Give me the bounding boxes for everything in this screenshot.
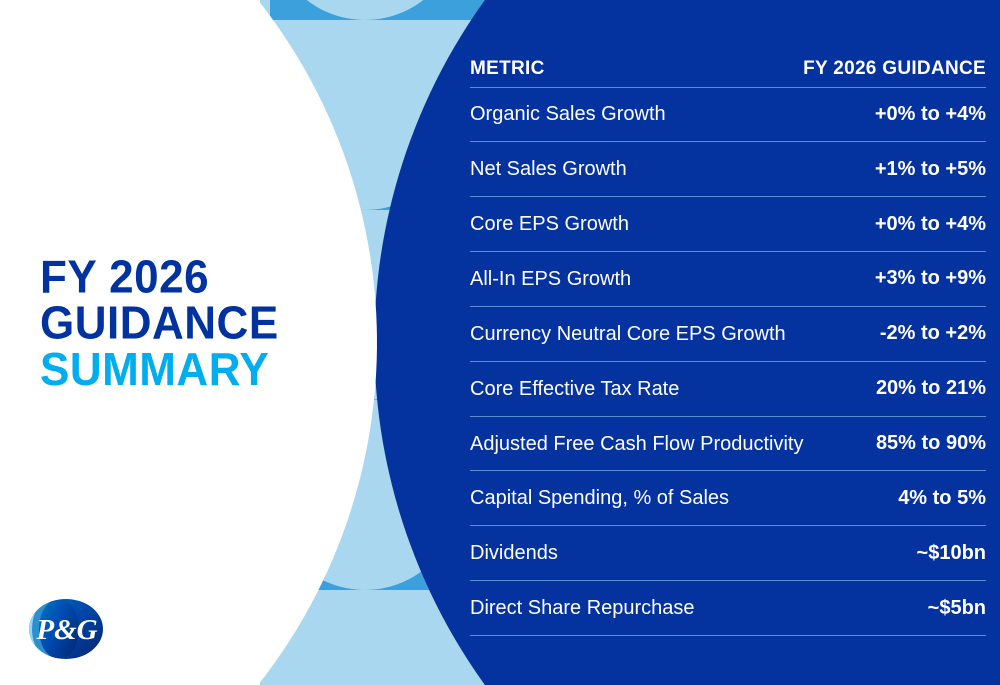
svg-text:P&G: P&G bbox=[35, 614, 97, 646]
